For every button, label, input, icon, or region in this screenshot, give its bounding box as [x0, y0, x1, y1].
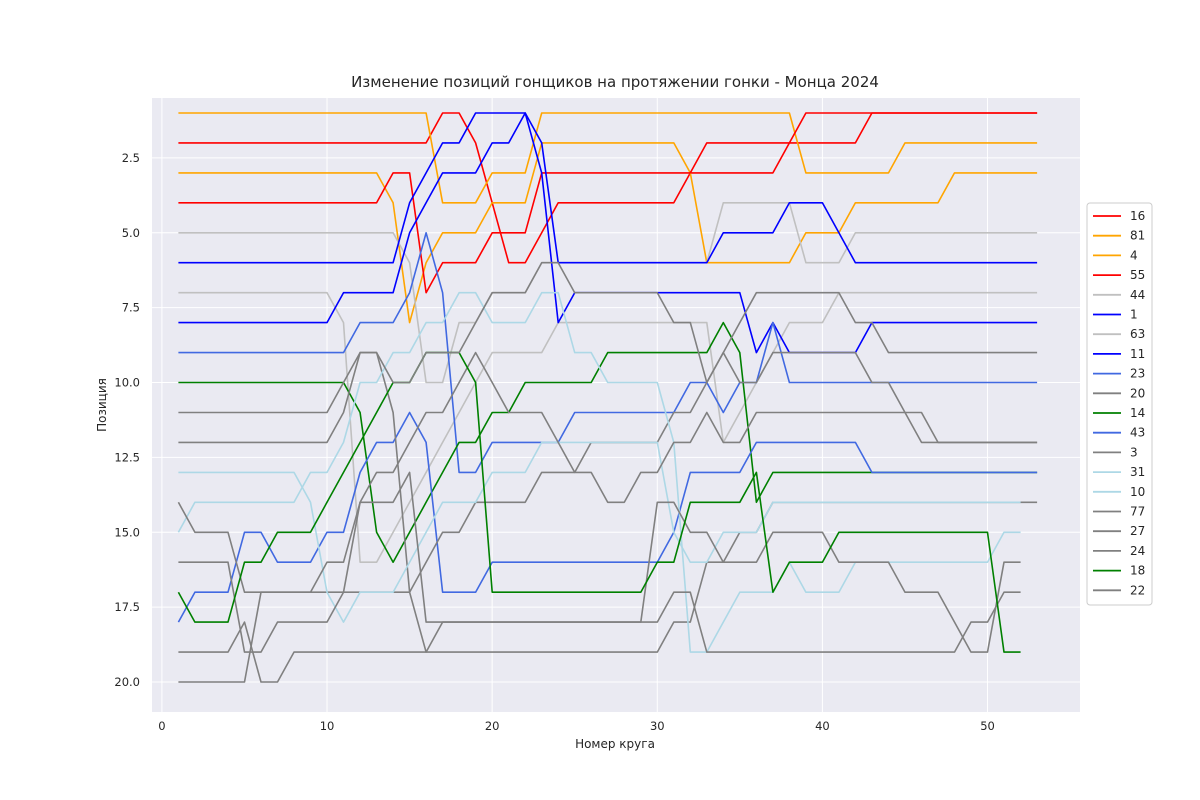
- x-axis-ticks: 0 10 20 30 40 50: [158, 719, 995, 733]
- legend-label: 14: [1130, 406, 1145, 420]
- series-layer: [177, 112, 1038, 683]
- legend-label: 63: [1130, 327, 1145, 341]
- legend-box: [1086, 202, 1153, 606]
- series-line-24: [178, 501, 1021, 683]
- legend-label: 18: [1130, 564, 1145, 578]
- legend-label: 55: [1130, 268, 1145, 282]
- x-tick-label: 50: [980, 719, 995, 733]
- legend-label: 44: [1130, 288, 1145, 302]
- series-line-31: [178, 441, 1021, 623]
- legend: 16 81 4 55 44 1 63 11 23 20 14 43 3 31 10 77 27 24 18 22: [1086, 202, 1153, 606]
- y-axis-label: Позиция: [95, 378, 109, 432]
- x-tick-label: 40: [815, 719, 830, 733]
- series-line-14: [178, 321, 1038, 563]
- legend-label: 23: [1130, 367, 1145, 381]
- x-tick-label: 0: [158, 719, 165, 733]
- legend-label: 43: [1130, 426, 1145, 440]
- y-tick-label: 20.0: [114, 675, 140, 689]
- y-axis-ticks: 2.5 5.0 7.5 10.0 12.5 15.0 17.5 20.0: [114, 151, 140, 689]
- y-tick-label: 10.0: [114, 376, 140, 390]
- legend-label: 22: [1130, 583, 1145, 597]
- legend-label: 77: [1130, 505, 1145, 519]
- legend-label: 20: [1130, 386, 1145, 400]
- series-line-22: [178, 261, 1038, 444]
- legend-label: 1: [1130, 308, 1138, 322]
- series-line-18: [177, 351, 1021, 653]
- y-tick-label: 7.5: [122, 301, 140, 315]
- y-tick-label: 12.5: [114, 450, 140, 464]
- legend-label: 27: [1130, 524, 1145, 538]
- series-line-27: [177, 471, 1021, 653]
- legend-label: 10: [1130, 485, 1145, 499]
- y-tick-label: 15.0: [114, 525, 140, 539]
- y-tick-label: 2.5: [122, 151, 140, 165]
- series-line-10: [177, 291, 1021, 653]
- x-tick-label: 30: [650, 719, 665, 733]
- legend-label: 81: [1130, 229, 1145, 243]
- legend-label: 4: [1130, 248, 1138, 262]
- legend-label: 11: [1130, 347, 1145, 361]
- y-tick-label: 5.0: [122, 226, 140, 240]
- series-line-77: [178, 351, 1038, 653]
- x-tick-label: 10: [320, 719, 335, 733]
- legend-label: 31: [1130, 465, 1145, 479]
- series-line-1: [178, 112, 1038, 264]
- x-axis-label: Номер круга: [575, 737, 655, 751]
- chart-title: Изменение позиций гонщиков на протяжении…: [351, 73, 879, 91]
- x-tick-label: 20: [485, 719, 500, 733]
- series-line-63: [178, 291, 1038, 563]
- legend-label: 16: [1130, 209, 1145, 223]
- y-tick-label: 17.5: [114, 600, 140, 614]
- plot-area: [152, 98, 1080, 712]
- legend-label: 24: [1130, 544, 1145, 558]
- series-line-55: [178, 112, 1038, 294]
- series-line-81: [178, 112, 1038, 204]
- legend-label: 3: [1130, 445, 1138, 459]
